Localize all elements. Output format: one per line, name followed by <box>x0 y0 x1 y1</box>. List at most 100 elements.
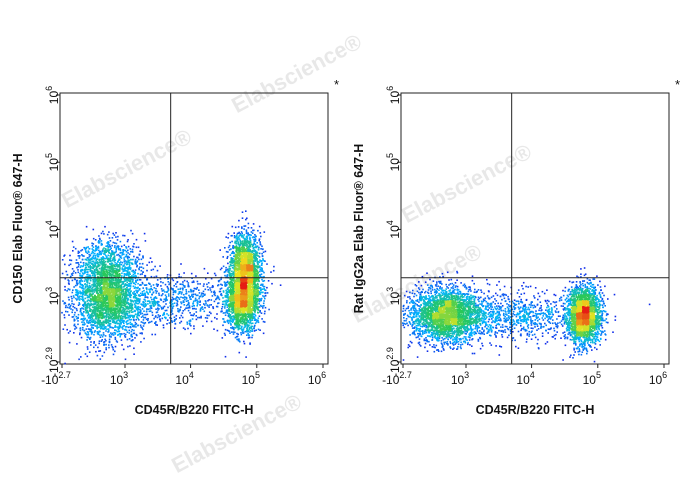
event-dot <box>162 281 164 284</box>
event-dot <box>255 284 258 287</box>
event-dot <box>81 291 84 294</box>
event-dot <box>100 268 103 271</box>
event-dot <box>139 306 141 309</box>
event-dot <box>96 320 99 322</box>
event-dot <box>104 274 106 277</box>
event-dot <box>142 267 145 270</box>
event-dot <box>133 255 135 258</box>
event-dot <box>233 235 236 237</box>
event-dot <box>129 295 131 297</box>
event-dot <box>101 287 103 289</box>
event-dot <box>140 258 143 261</box>
event-dot <box>83 264 85 266</box>
event-dot <box>94 320 97 322</box>
event-dot <box>229 274 232 277</box>
event-dot <box>92 303 94 305</box>
event-dot <box>152 302 154 305</box>
event-dot <box>72 289 74 291</box>
event-dot <box>81 286 84 288</box>
event-dot <box>239 312 241 315</box>
event-dot <box>113 257 116 260</box>
event-dot <box>94 296 97 298</box>
event-dot <box>117 296 120 298</box>
event-dot <box>96 262 99 265</box>
event-dot <box>136 334 138 337</box>
event-dot <box>80 356 82 358</box>
event-dot <box>183 304 186 306</box>
event-dot <box>149 304 151 307</box>
event-dot <box>259 241 261 243</box>
event-dot <box>159 320 162 322</box>
event-dot <box>94 279 96 281</box>
event-dot <box>84 292 87 295</box>
event-dot <box>86 348 89 350</box>
event-dot <box>234 246 237 248</box>
event-dot <box>112 266 114 269</box>
event-dot <box>192 295 194 298</box>
event-dot <box>80 249 82 252</box>
event-dot <box>94 257 97 260</box>
event-dot <box>243 323 246 326</box>
event-dot <box>110 263 113 265</box>
event-dot <box>168 295 170 297</box>
event-dot <box>109 280 111 283</box>
event-dot <box>126 281 128 284</box>
event-dot <box>119 296 122 299</box>
event-dot <box>144 276 146 278</box>
event-dot <box>171 299 173 301</box>
event-dot <box>129 304 132 307</box>
event-dot <box>170 305 173 308</box>
event-dot <box>134 302 137 304</box>
event-dot <box>96 308 98 311</box>
event-dot <box>143 284 146 286</box>
event-dot <box>224 270 227 273</box>
event-dot <box>100 309 102 311</box>
event-dot <box>262 259 264 261</box>
event-dot <box>94 284 97 287</box>
event-dot <box>101 252 103 254</box>
event-dot <box>182 310 184 312</box>
event-dot <box>78 302 80 304</box>
event-dot <box>196 280 199 283</box>
event-dot <box>81 321 83 323</box>
event-dot <box>130 278 133 281</box>
event-dot <box>228 315 231 318</box>
event-dot <box>106 274 108 276</box>
event-dot <box>85 247 87 250</box>
event-dot <box>134 269 137 271</box>
event-dot <box>136 309 139 311</box>
event-dot <box>96 304 99 306</box>
event-dot <box>246 246 248 248</box>
event-dot <box>137 272 139 275</box>
event-dot <box>172 298 175 300</box>
event-dot <box>227 287 229 289</box>
event-dot <box>86 259 88 261</box>
event-dot <box>90 333 93 335</box>
event-dot <box>206 283 208 286</box>
event-dot <box>155 302 157 305</box>
event-dot <box>79 333 81 336</box>
event-dot <box>218 279 221 282</box>
event-dot <box>149 321 151 323</box>
event-dot <box>94 311 97 313</box>
event-dot <box>255 329 257 331</box>
event-dot <box>149 283 151 285</box>
event-dot <box>238 340 241 342</box>
event-dot <box>130 301 132 303</box>
event-dot <box>257 285 260 288</box>
event-dot <box>127 315 129 317</box>
event-dot <box>230 318 233 320</box>
event-dot <box>220 287 223 290</box>
event-dot <box>112 270 114 273</box>
event-dot <box>155 308 157 310</box>
event-dot <box>224 285 227 287</box>
event-dot <box>264 289 266 291</box>
event-dot <box>119 267 121 270</box>
event-dot <box>106 310 108 313</box>
event-dot <box>223 332 226 335</box>
event-dot <box>98 235 100 237</box>
event-dot <box>223 281 226 283</box>
event-dot <box>153 287 156 289</box>
event-dot <box>108 307 111 309</box>
event-dot <box>115 321 118 324</box>
